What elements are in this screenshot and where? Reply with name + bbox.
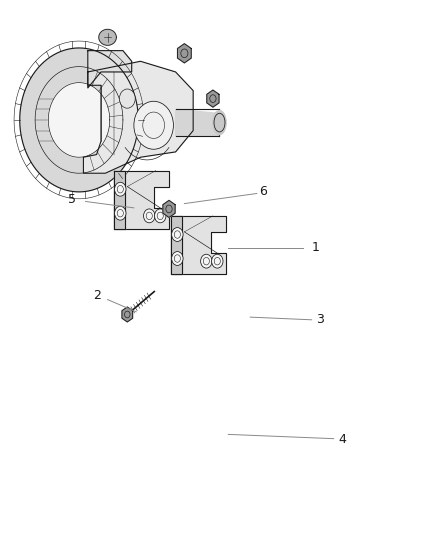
Circle shape: [171, 252, 183, 265]
Polygon shape: [206, 90, 219, 107]
Circle shape: [200, 254, 212, 268]
Polygon shape: [20, 48, 138, 192]
Circle shape: [114, 182, 126, 196]
Polygon shape: [171, 216, 226, 274]
Text: 6: 6: [259, 185, 267, 198]
Polygon shape: [48, 83, 110, 157]
Circle shape: [143, 209, 155, 223]
Ellipse shape: [212, 110, 226, 134]
Polygon shape: [88, 51, 131, 88]
Circle shape: [134, 101, 173, 149]
Text: 3: 3: [316, 313, 324, 326]
Circle shape: [114, 206, 126, 220]
Polygon shape: [83, 61, 193, 173]
Circle shape: [119, 89, 135, 108]
Circle shape: [154, 209, 166, 223]
Text: 4: 4: [338, 433, 346, 446]
Polygon shape: [175, 109, 219, 136]
Text: 5: 5: [68, 193, 76, 206]
Polygon shape: [177, 44, 191, 63]
Circle shape: [211, 254, 223, 268]
Polygon shape: [162, 200, 175, 217]
Polygon shape: [122, 307, 132, 322]
Circle shape: [171, 228, 183, 241]
Polygon shape: [171, 216, 182, 274]
Ellipse shape: [99, 29, 116, 45]
Text: 2: 2: [92, 289, 100, 302]
Polygon shape: [114, 171, 125, 229]
Polygon shape: [114, 171, 169, 229]
Text: 1: 1: [311, 241, 319, 254]
